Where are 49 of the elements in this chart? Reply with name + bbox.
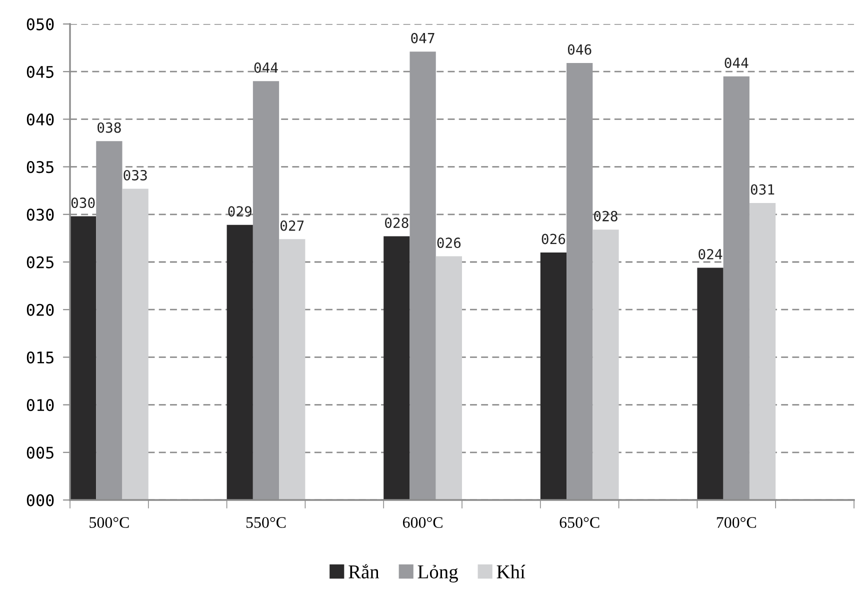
data-label: 029 (228, 206, 252, 217)
bar (96, 141, 122, 500)
data-label: 031 (750, 184, 774, 195)
bar (384, 236, 410, 500)
y-tick-label: 015 (26, 351, 54, 364)
bar (410, 52, 436, 500)
data-label: 046 (568, 44, 592, 55)
bar (70, 216, 96, 500)
data-label: 044 (254, 62, 278, 73)
bar (723, 76, 750, 500)
y-tick-label: 040 (26, 113, 54, 126)
data-label: 038 (98, 122, 121, 133)
y-tick-label: 050 (26, 18, 54, 30)
data-label: 027 (280, 220, 304, 231)
bar (436, 256, 462, 500)
y-tick-label: 025 (26, 256, 54, 268)
bar (252, 81, 280, 500)
legend-label: Lỏng (418, 564, 458, 582)
y-tick-label: 000 (26, 494, 54, 506)
x-tick-label: 650°C (560, 517, 600, 528)
bar (749, 202, 776, 500)
data-label: 033 (124, 170, 147, 180)
x-tick-label: 550°C (246, 517, 286, 528)
data-label: 024 (698, 248, 722, 260)
bar (226, 224, 253, 500)
y-tick-label: 035 (26, 161, 54, 174)
y-tick-label: 010 (26, 399, 54, 412)
data-label: 028 (385, 218, 408, 228)
bar (122, 188, 148, 500)
data-label: 044 (724, 58, 748, 68)
data-label: 028 (594, 210, 618, 222)
data-label: 026 (542, 234, 566, 244)
x-tick-label: 600°C (402, 517, 442, 528)
data-label: 026 (437, 238, 461, 248)
bar (540, 252, 567, 500)
bar (279, 239, 306, 500)
data-label: 047 (411, 32, 434, 44)
y-tick-label: 020 (26, 304, 54, 316)
legend-label: Khí (496, 564, 526, 578)
y-tick-label: 030 (26, 208, 54, 221)
data-label: 030 (71, 198, 95, 208)
bar (566, 63, 593, 500)
legend-label: Rắn (348, 564, 380, 578)
y-tick-label: 045 (26, 66, 54, 78)
bar (697, 268, 724, 500)
bar (592, 230, 619, 500)
y-tick-label: 005 (26, 446, 54, 459)
x-tick-label: 500°C (90, 517, 129, 528)
x-tick-label: 700°C (716, 517, 756, 528)
